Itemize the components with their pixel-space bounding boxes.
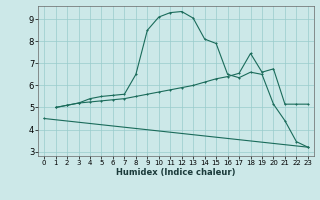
X-axis label: Humidex (Indice chaleur): Humidex (Indice chaleur) [116,168,236,177]
